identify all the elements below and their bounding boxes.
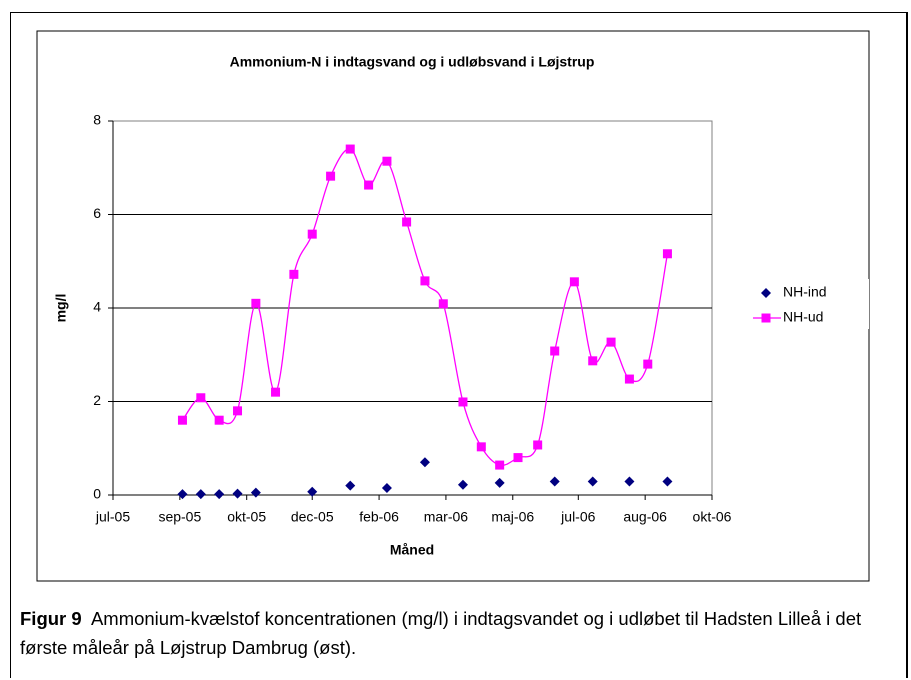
data-point <box>289 269 299 279</box>
x-tick-label: jul-05 <box>95 509 130 525</box>
y-tick-label: 8 <box>93 112 101 128</box>
y-axis-label: mg/l <box>53 294 69 323</box>
data-point <box>438 299 448 309</box>
data-point <box>549 476 560 487</box>
data-point <box>214 489 225 500</box>
data-point <box>233 406 243 416</box>
data-point <box>662 476 673 487</box>
data-point <box>345 144 355 154</box>
data-point <box>624 476 635 487</box>
figure-label: Figur 9 <box>20 608 82 629</box>
data-point <box>271 387 281 397</box>
data-point <box>662 249 672 259</box>
x-tick-label: jul-06 <box>560 509 595 525</box>
data-point <box>251 298 261 308</box>
y-tick-label: 4 <box>93 299 101 315</box>
data-point <box>381 482 392 493</box>
x-tick-label: maj-06 <box>491 509 534 525</box>
data-point <box>214 415 224 425</box>
data-point <box>177 415 187 425</box>
x-tick-label: mar-06 <box>424 509 469 525</box>
x-tick-label: okt-05 <box>227 509 266 525</box>
data-point <box>513 453 523 463</box>
data-point <box>457 479 468 490</box>
x-tick-label: feb-06 <box>359 509 399 525</box>
legend-marker <box>761 288 771 298</box>
data-point <box>587 476 598 487</box>
legend-label: NH-ind <box>783 284 827 300</box>
data-point <box>232 488 243 499</box>
y-tick-label: 2 <box>93 392 101 408</box>
data-point <box>550 346 560 356</box>
data-point <box>196 393 206 403</box>
data-point <box>569 277 579 287</box>
data-point <box>643 359 653 369</box>
x-axis-label: Måned <box>390 542 434 558</box>
data-point <box>494 477 505 488</box>
data-point <box>458 397 468 407</box>
data-point <box>177 489 188 500</box>
x-tick-label: okt-06 <box>693 509 732 525</box>
legend-box <box>753 279 869 329</box>
x-tick-label: aug-06 <box>623 509 667 525</box>
caption-text: Ammonium-kvælstof koncentrationen (mg/l)… <box>20 608 862 658</box>
data-point <box>345 480 356 491</box>
data-point <box>476 442 486 452</box>
data-point <box>307 486 318 497</box>
data-point <box>307 229 317 239</box>
data-point <box>420 276 430 286</box>
data-point <box>533 440 543 450</box>
chart-title: Ammonium-N i indtagsvand og i udløbsvand… <box>230 54 595 70</box>
data-point <box>364 180 374 190</box>
y-tick-label: 6 <box>93 205 101 221</box>
data-point <box>326 171 336 181</box>
legend-marker <box>761 313 771 323</box>
data-point <box>195 489 206 500</box>
data-point <box>606 337 616 347</box>
data-point <box>495 460 505 470</box>
data-point <box>588 356 598 366</box>
x-tick-label: dec-05 <box>291 509 334 525</box>
data-point <box>419 457 430 468</box>
x-tick-label: sep-05 <box>158 509 201 525</box>
data-point <box>382 156 392 166</box>
figure-frame <box>10 12 908 678</box>
caption: Figur 9 Ammonium-kvælstof koncentratione… <box>20 604 880 662</box>
data-point <box>624 374 634 384</box>
y-tick-label: 0 <box>93 486 101 502</box>
legend-label: NH-ud <box>783 309 823 325</box>
data-point <box>402 217 412 227</box>
data-point <box>250 487 261 498</box>
chart: Ammonium-N i indtagsvand og i udløbsvand… <box>36 30 870 582</box>
